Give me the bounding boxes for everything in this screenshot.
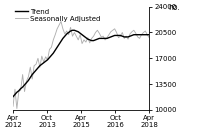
Seasonally Adjusted [140,34,143,36]
Trend [100,38,103,39]
Trend [12,96,14,98]
Seasonally Adjusted [92,35,95,37]
Trend [71,29,74,31]
Seasonally Adjusted [12,105,14,107]
Seasonally Adjusted [148,37,150,38]
Line: Trend: Trend [13,30,149,97]
Seasonally Adjusted [60,21,62,22]
Y-axis label: no.: no. [168,3,180,11]
Seasonally Adjusted [62,28,64,30]
Legend: Trend, Seasonally Adjusted: Trend, Seasonally Adjusted [14,8,101,22]
Seasonally Adjusted [33,65,35,67]
Trend [148,34,150,36]
Trend [44,60,47,62]
Trend [106,38,108,39]
Trend [58,44,60,45]
Trend [90,40,93,41]
Seasonally Adjusted [102,35,104,37]
Seasonally Adjusted [15,108,18,109]
Trend [31,74,34,75]
Seasonally Adjusted [108,34,110,36]
Line: Seasonally Adjusted: Seasonally Adjusted [13,21,149,109]
